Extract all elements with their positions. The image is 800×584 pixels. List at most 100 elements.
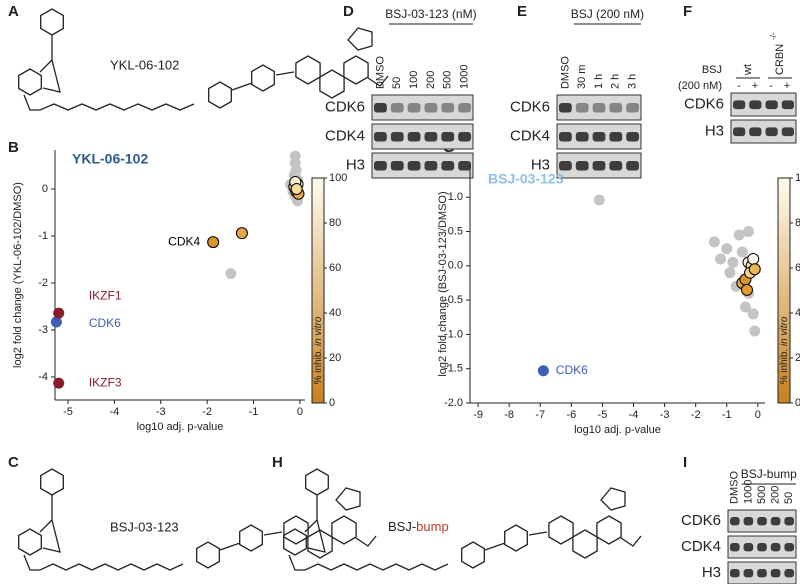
colorbar-tick-label: 0 bbox=[795, 397, 800, 409]
band bbox=[592, 132, 606, 142]
band bbox=[784, 517, 794, 526]
row-label: CDK6 bbox=[684, 95, 724, 112]
point bbox=[207, 236, 220, 249]
band bbox=[575, 132, 589, 142]
ring bbox=[572, 529, 598, 559]
blot-panel bbox=[730, 119, 797, 144]
bond bbox=[23, 554, 184, 571]
x-axis-label: log10 adj. p-value bbox=[137, 421, 224, 433]
lane-label: 1 h bbox=[593, 74, 605, 89]
bond bbox=[367, 75, 389, 87]
ring bbox=[251, 64, 275, 92]
bond bbox=[355, 535, 377, 547]
band bbox=[743, 569, 754, 578]
point bbox=[53, 307, 65, 319]
blot-panel bbox=[371, 94, 474, 121]
ring bbox=[331, 515, 357, 545]
band bbox=[609, 103, 623, 113]
annotation: IKZF1 bbox=[89, 288, 122, 302]
colorbar-label: % inhib. in vitro bbox=[313, 316, 324, 384]
band bbox=[765, 100, 778, 110]
lane-label: 200 bbox=[770, 486, 782, 504]
sign: - bbox=[737, 80, 741, 92]
y-tick-label: -3 bbox=[38, 324, 48, 336]
point bbox=[53, 377, 65, 389]
band bbox=[730, 569, 740, 578]
colorbar-tick-label: 40 bbox=[329, 307, 341, 319]
band bbox=[374, 132, 387, 142]
panel-label: E bbox=[517, 3, 527, 20]
band bbox=[559, 132, 572, 142]
ring bbox=[504, 524, 528, 552]
panel-label: F bbox=[683, 3, 692, 20]
x-tick-label: -8 bbox=[504, 409, 514, 421]
lane-label: DMSO bbox=[374, 56, 386, 89]
row-label: H3 bbox=[702, 564, 721, 581]
lane-label: 2 h bbox=[610, 74, 622, 89]
group-superscript: -/- bbox=[769, 32, 778, 40]
y-tick-label: -2.0 bbox=[444, 397, 463, 409]
annotation: CDK6 bbox=[556, 363, 588, 377]
band bbox=[424, 161, 438, 171]
point bbox=[740, 283, 753, 296]
blot-title: BSJ-03-123 (nM) bbox=[385, 7, 476, 21]
point bbox=[537, 365, 549, 377]
ring bbox=[347, 27, 373, 51]
lane-label: DMSO bbox=[559, 56, 571, 89]
bond bbox=[39, 35, 53, 73]
ring bbox=[283, 528, 307, 556]
bond bbox=[42, 519, 61, 553]
point bbox=[736, 246, 748, 258]
bond bbox=[307, 519, 326, 553]
lane-label: 30 m bbox=[576, 65, 588, 89]
point bbox=[715, 253, 727, 265]
bond bbox=[620, 535, 642, 547]
x-tick-label: -5 bbox=[63, 406, 73, 418]
chart-title: YKL-06-102 bbox=[72, 151, 148, 167]
band bbox=[757, 517, 767, 526]
band bbox=[749, 127, 762, 137]
y-tick-label: 1.0 bbox=[448, 191, 463, 203]
band bbox=[458, 132, 471, 142]
panel-label: D bbox=[343, 3, 354, 20]
bond bbox=[528, 531, 548, 536]
point bbox=[593, 194, 605, 206]
band bbox=[770, 543, 781, 552]
y-axis-label: log2 fold change (BSJ-03-123/DMSO) bbox=[437, 191, 449, 376]
x-tick-label: -6 bbox=[566, 409, 576, 421]
lane-label: DMSO bbox=[729, 471, 741, 504]
sign: - bbox=[769, 80, 773, 92]
row-label: CDK4 bbox=[325, 127, 365, 144]
colorbar-tick-label: 80 bbox=[795, 217, 800, 229]
row-label: CDK4 bbox=[510, 127, 550, 144]
lane-label: 3 h bbox=[627, 74, 639, 89]
band bbox=[374, 103, 387, 113]
bond bbox=[288, 554, 449, 571]
ring bbox=[196, 541, 220, 569]
colorbar bbox=[311, 177, 325, 404]
bond bbox=[219, 542, 241, 551]
colorbar bbox=[777, 177, 791, 404]
x-tick-label: -5 bbox=[598, 409, 608, 421]
ring bbox=[596, 515, 622, 545]
band bbox=[781, 100, 794, 110]
band bbox=[765, 127, 778, 137]
x-tick-label: -9 bbox=[473, 409, 483, 421]
point bbox=[747, 308, 759, 320]
band bbox=[784, 543, 794, 552]
ring bbox=[40, 468, 64, 496]
colorbar-tick-label: 60 bbox=[329, 262, 341, 274]
chart-title: BSJ-03-123 bbox=[488, 171, 564, 187]
band bbox=[749, 100, 762, 110]
bond bbox=[275, 71, 295, 76]
annotation: IKZF3 bbox=[89, 375, 122, 389]
colorbar-tick-label: 0 bbox=[329, 397, 335, 409]
ring bbox=[548, 515, 574, 545]
ring bbox=[40, 8, 64, 36]
y-tick-label: -1.5 bbox=[444, 363, 463, 375]
annotation: CDK6 bbox=[89, 316, 121, 330]
point bbox=[743, 226, 755, 238]
band bbox=[458, 161, 471, 171]
ring bbox=[305, 468, 329, 496]
